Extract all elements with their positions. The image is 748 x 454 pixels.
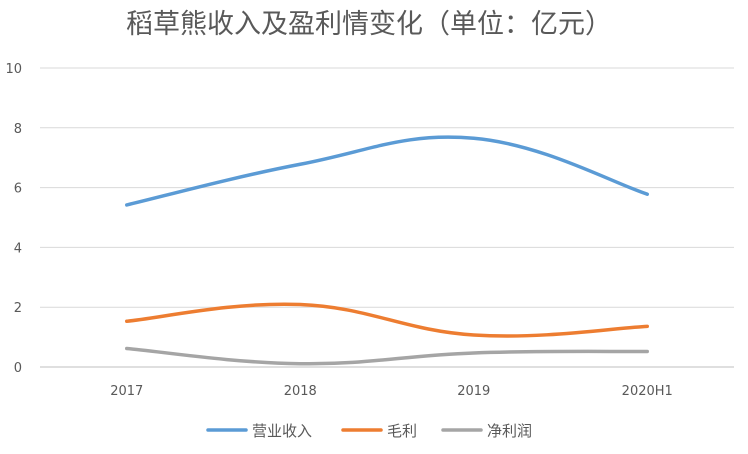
y-tick-label: 10 (5, 62, 22, 77)
series-line-1 (125, 302, 649, 338)
x-tick-label: 2020H1 (622, 384, 673, 399)
series-line-0 (125, 135, 649, 207)
series-lines (125, 135, 649, 366)
y-tick-label: 2 (14, 301, 22, 316)
y-tick-label: 0 (14, 361, 22, 376)
legend: 营业收入 毛利 净利润 (206, 422, 532, 440)
y-tick-label: 4 (14, 241, 22, 256)
axes: 0 2 4 6 8 10 2017 2018 2019 2020H1 (5, 62, 734, 399)
y-tick-label: 6 (14, 182, 22, 197)
x-tick-label: 2017 (110, 384, 143, 399)
legend-label: 营业收入 (252, 422, 312, 440)
y-tick-label: 8 (14, 122, 22, 137)
legend-label: 毛利 (387, 422, 417, 440)
series-line-2 (125, 346, 649, 366)
x-tick-label: 2018 (284, 384, 317, 399)
x-tick-label: 2019 (457, 384, 490, 399)
gridlines (40, 67, 734, 308)
legend-label: 净利润 (487, 422, 532, 440)
chart-title: 稻草熊收入及盈利情变化（单位：亿元） (126, 9, 612, 40)
